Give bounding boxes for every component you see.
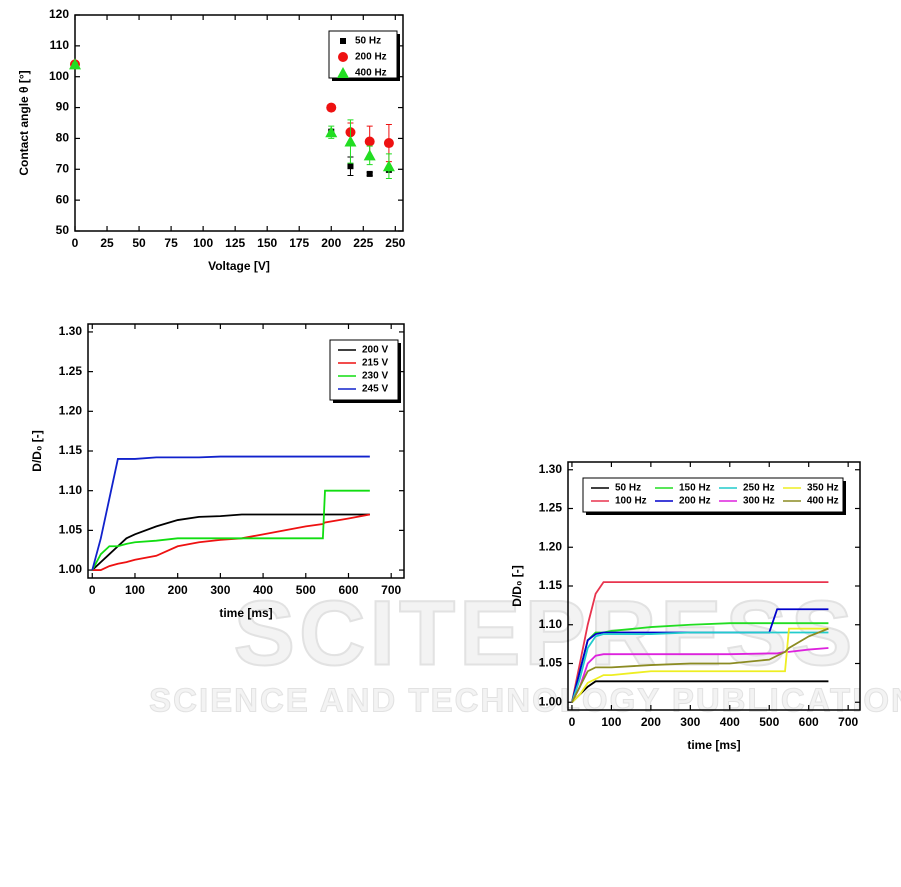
- y-axis-label: D/D₀ [-]: [510, 565, 524, 606]
- legend-box: [582, 477, 844, 513]
- y-tick-label: 70: [56, 161, 70, 175]
- y-tick-label: 1.15: [539, 578, 563, 592]
- x-tick-label: 250: [385, 236, 405, 250]
- x-tick-label: 600: [338, 583, 358, 597]
- legend-label: 350 Hz: [807, 483, 839, 494]
- marker: [366, 170, 373, 177]
- x-axis-label: time [ms]: [219, 606, 272, 620]
- legend-label: 50 Hz: [615, 483, 641, 494]
- x-tick-label: 200: [321, 236, 341, 250]
- y-tick-label: 1.30: [539, 462, 563, 476]
- chart: 0 25 50 75 100 125 150 175 200 225 250 50 60 70 80 90 10…: [17, 7, 405, 273]
- x-tick-label: 225: [353, 236, 373, 250]
- y-tick-label: 50: [56, 223, 70, 237]
- legend-label: 250 Hz: [743, 483, 775, 494]
- x-tick-label: 125: [225, 236, 245, 250]
- legend-label: 200 Hz: [355, 52, 387, 63]
- x-tick-label: 0: [569, 715, 576, 729]
- marker: [363, 149, 376, 161]
- series-line: [571, 680, 829, 703]
- x-tick-label: 500: [759, 715, 779, 729]
- x-tick-label: 200: [641, 715, 661, 729]
- y-tick-label: 1.10: [539, 617, 563, 631]
- y-tick-label: 90: [56, 100, 70, 114]
- y-tick-label: 60: [56, 192, 70, 206]
- x-tick-label: 400: [720, 715, 740, 729]
- marker: [382, 160, 395, 172]
- x-tick-label: 700: [381, 583, 401, 597]
- marker: [364, 136, 375, 147]
- y-tick-label: 1.20: [539, 539, 563, 553]
- x-tick-label: 0: [72, 236, 79, 250]
- marker: [325, 126, 338, 138]
- legend-label: 300 Hz: [743, 496, 775, 507]
- x-tick-label: 200: [168, 583, 188, 597]
- series-line: [571, 627, 829, 703]
- legend-label: 200 Hz: [679, 496, 711, 507]
- series-line: [571, 631, 829, 703]
- x-tick-label: 300: [210, 583, 230, 597]
- x-tick-label: 175: [289, 236, 309, 250]
- legend-label: 230 V: [362, 371, 388, 382]
- chart: 0 100 200 300 400 500 600 700 1.00 1.05 1.10 1.15 1.…: [510, 461, 861, 752]
- x-axis-label: time [ms]: [687, 738, 740, 752]
- marker: [383, 138, 394, 149]
- plot-frame: [74, 14, 404, 232]
- y-tick-label: 1.15: [59, 443, 83, 457]
- legend-label: 50 Hz: [355, 36, 381, 47]
- marker: [337, 67, 349, 78]
- marker: [69, 58, 81, 70]
- y-tick-label: 1.20: [59, 403, 83, 417]
- y-tick-label: 1.00: [539, 694, 563, 708]
- x-tick-label: 700: [838, 715, 858, 729]
- legend-label: 100 Hz: [615, 496, 647, 507]
- y-tick-label: 1.05: [59, 523, 83, 537]
- marker: [326, 102, 337, 113]
- series-line: [571, 581, 829, 703]
- x-tick-label: 400: [253, 583, 273, 597]
- y-tick-label: 1.05: [539, 656, 563, 670]
- y-tick-label: 1.00: [59, 562, 83, 576]
- y-tick-label: 120: [49, 7, 69, 21]
- marker: [340, 38, 346, 44]
- y-tick-label: 80: [56, 131, 70, 145]
- x-tick-label: 75: [164, 236, 178, 250]
- marker: [338, 52, 348, 62]
- x-tick-label: 100: [601, 715, 621, 729]
- y-tick-label: 1.25: [539, 501, 563, 515]
- x-tick-label: 600: [799, 715, 819, 729]
- x-tick-label: 100: [193, 236, 213, 250]
- marker: [344, 135, 357, 147]
- x-tick-label: 25: [100, 236, 114, 250]
- chart: 0 100 200 300 400 500 600 700 1.00 1.05 1.10 1.15 1.…: [30, 323, 405, 620]
- legend-label: 150 Hz: [679, 483, 711, 494]
- x-tick-label: 150: [257, 236, 277, 250]
- y-axis-label: Contact angle θ [°]: [17, 70, 31, 175]
- legend-label: 200 V: [362, 345, 388, 356]
- legend-label: 400 Hz: [807, 496, 839, 507]
- y-tick-label: 100: [49, 69, 69, 83]
- legend-label: 245 V: [362, 384, 388, 395]
- legend-label: 400 Hz: [355, 68, 387, 79]
- x-tick-label: 500: [296, 583, 316, 597]
- x-tick-label: 100: [125, 583, 145, 597]
- y-tick-label: 110: [50, 38, 70, 52]
- series-line: [571, 627, 829, 703]
- watermark: SCIENCE AND TECHNOLOGY PUBLICATIONS: [149, 682, 901, 719]
- x-tick-label: 50: [132, 236, 146, 250]
- x-axis-label: Voltage [V]: [208, 259, 270, 273]
- y-axis-label: D/D₀ [-]: [30, 430, 44, 471]
- y-tick-label: 1.10: [59, 483, 83, 497]
- x-tick-label: 300: [680, 715, 700, 729]
- legend-label: 215 V: [362, 358, 388, 369]
- series-line: [91, 489, 370, 571]
- y-tick-label: 1.30: [59, 324, 83, 338]
- y-tick-label: 1.25: [59, 364, 83, 378]
- marker: [347, 163, 354, 170]
- series-line: [91, 455, 370, 571]
- x-tick-label: 0: [89, 583, 96, 597]
